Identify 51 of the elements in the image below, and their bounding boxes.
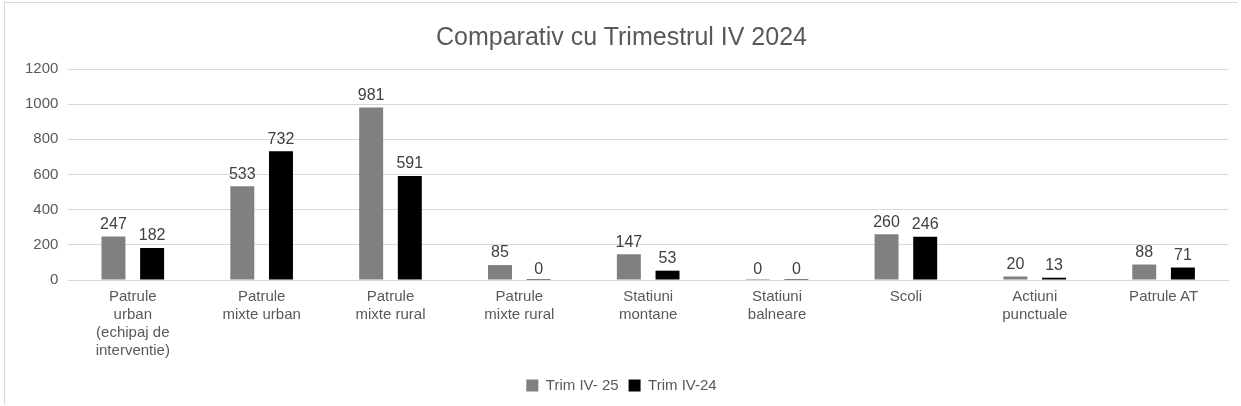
y-tick-label: 800 <box>33 129 59 147</box>
bar <box>1170 267 1195 280</box>
data-label: 53 <box>658 249 677 267</box>
data-label: 533 <box>228 164 256 182</box>
data-label: 246 <box>911 215 939 233</box>
bar <box>140 248 165 280</box>
x-tick-label: Patrule AT <box>1129 287 1199 305</box>
bar <box>1003 276 1028 280</box>
chart-title: Comparativ cu Trimestrul IV 2024 <box>436 21 808 50</box>
x-tick-label: Statiuni balneare <box>747 287 807 323</box>
data-label: 247 <box>100 214 127 232</box>
bar <box>359 107 384 280</box>
x-tick-label: Patrule urban (echipaj de interventie) <box>95 287 170 359</box>
y-tick-label: 600 <box>33 164 59 182</box>
bar <box>1132 264 1157 280</box>
x-tick-label: Patrule mixte urban <box>222 287 301 323</box>
legend-label: Trim IV- 25 <box>545 375 619 393</box>
bar <box>397 176 422 280</box>
y-tick-label: 1200 <box>24 59 59 77</box>
bar <box>913 236 938 280</box>
bar <box>101 236 126 280</box>
data-label: 88 <box>1135 242 1154 260</box>
legend-label: Trim IV-24 <box>648 375 717 393</box>
x-tick-label: Patrule mixte rural <box>355 287 426 323</box>
data-label: 0 <box>534 260 544 278</box>
data-label: 260 <box>873 212 900 230</box>
bar <box>655 270 680 280</box>
x-tick-label: Statiuni montane <box>619 287 678 323</box>
data-label: 0 <box>791 260 801 278</box>
bar <box>488 265 512 280</box>
data-label: 981 <box>357 85 385 103</box>
data-label: 147 <box>615 232 643 250</box>
y-tick-label: 200 <box>33 234 59 252</box>
data-label: 732 <box>267 129 295 147</box>
bar <box>230 186 255 280</box>
data-label: 20 <box>1006 254 1025 272</box>
bar <box>268 151 293 280</box>
data-label: 85 <box>491 243 510 261</box>
bar <box>874 234 899 280</box>
y-tick-label: 1000 <box>24 94 59 112</box>
x-tick-label: Patrule mixte rural <box>484 287 555 323</box>
y-tick-label: 0 <box>50 270 59 288</box>
y-tick-label: 400 <box>33 199 59 217</box>
x-tick-label: Scoli <box>889 287 923 305</box>
bar <box>616 254 641 280</box>
data-label: 0 <box>753 260 763 278</box>
data-label: 13 <box>1045 256 1064 274</box>
data-label: 182 <box>138 226 166 244</box>
data-label: 591 <box>396 154 424 172</box>
x-tick-label: Actiuni punctuale <box>1002 287 1068 323</box>
data-label: 71 <box>1174 245 1192 263</box>
